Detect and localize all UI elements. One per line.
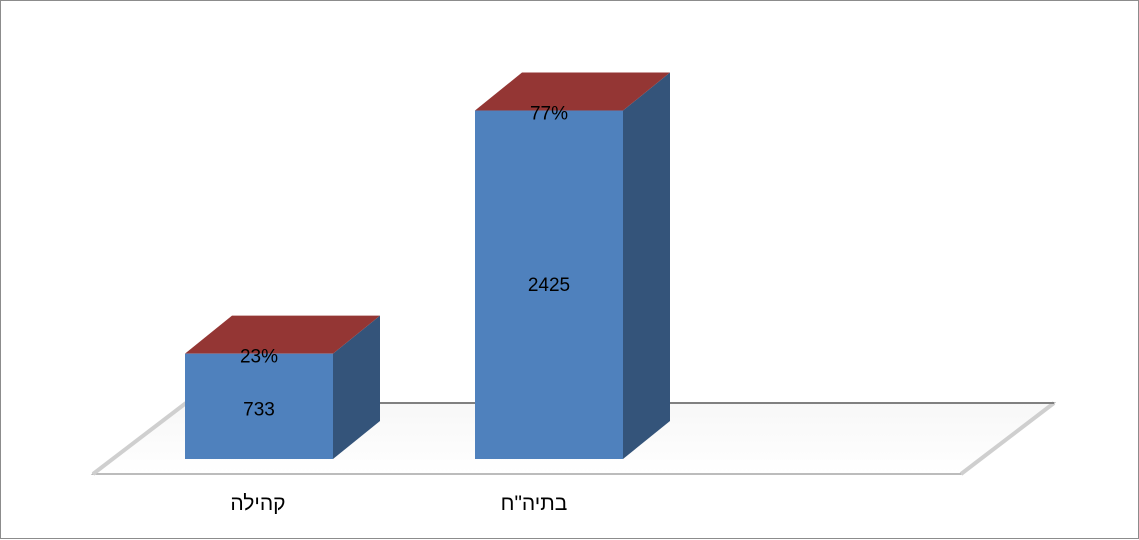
value-label-0: 733 [243,400,275,421]
bar-1 [475,110,623,459]
bars-layer [185,72,670,459]
bar-top-0 [185,315,380,354]
bar-side-1 [623,72,670,459]
bar-top-1 [475,72,670,111]
category-label-1: בתיה"ח [501,492,568,515]
labels-layer: 23% 733 קהילה 77% 2425 בתיה"ח [230,104,570,515]
floor-shadow-left [91,401,188,476]
floor-shadow-right [959,401,1056,476]
bar-side-0 [333,315,380,459]
value-label-1: 2425 [528,275,570,296]
bar-0 [185,353,333,459]
category-label-0: קהילה [230,492,285,515]
percent-label-1: 77% [530,104,568,125]
percent-label-0: 23% [240,347,278,368]
